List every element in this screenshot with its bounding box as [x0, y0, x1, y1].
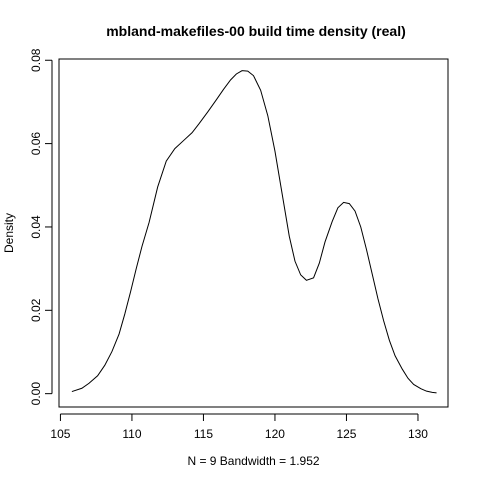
density-curve	[71, 70, 437, 394]
chart-title: mbland-makefiles-00 build time density (…	[106, 23, 406, 39]
x-axis-label: N = 9 Bandwidth = 1.952	[187, 454, 319, 468]
x-axis: 105 110 115 120 125 130	[50, 413, 428, 441]
y-tick-label: 0.06	[29, 132, 43, 156]
plot-frame	[58, 58, 449, 408]
x-tick-label: 115	[194, 427, 213, 441]
y-tick-label: 0.08	[29, 48, 43, 72]
x-tick-label: 125	[336, 427, 356, 441]
x-tick-label: 110	[122, 427, 141, 441]
x-tick-label: 120	[265, 427, 285, 441]
y-tick-label: 0.02	[29, 298, 43, 322]
x-tick-label: 105	[50, 427, 70, 441]
y-tick-label: 0.04	[29, 215, 43, 239]
y-axis: 0.00 0.02 0.04 0.06 0.08	[29, 48, 53, 406]
x-tick-label: 130	[408, 427, 428, 441]
y-axis-label: Density	[2, 213, 16, 253]
y-tick-label: 0.00	[29, 382, 43, 406]
